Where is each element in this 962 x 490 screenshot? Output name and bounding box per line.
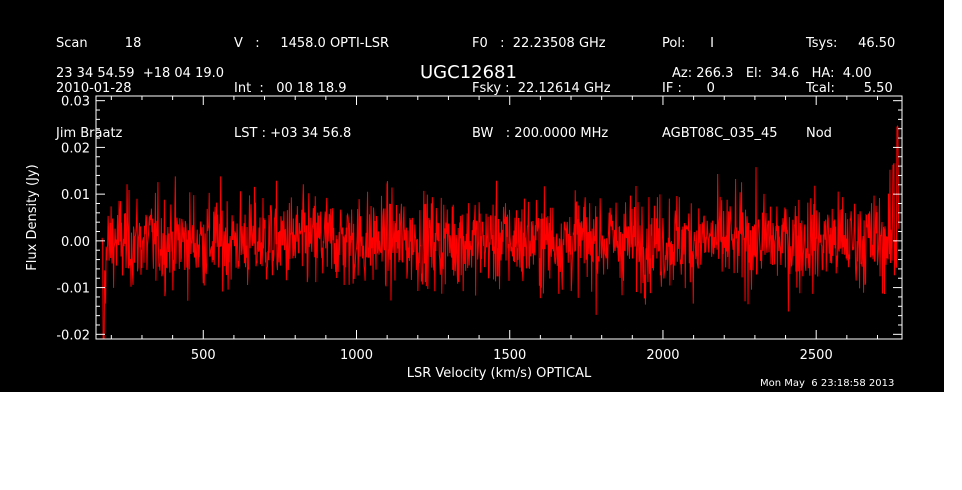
- tsys: Tsys: 46.50: [806, 36, 896, 51]
- header-velocity-info: V : 1458.0 OPTI-LSR Int : 00 18 18.9 LST…: [234, 6, 389, 156]
- rest-frequency: F0 : 22.23508 GHz: [472, 36, 606, 51]
- polarization: Pol: I: [662, 36, 714, 51]
- source-name: UGC12681: [420, 62, 517, 83]
- x-tick-label: 2000: [646, 348, 679, 363]
- lst: LST : +03 34 56.8: [234, 126, 352, 141]
- x-tick-label: 1500: [493, 348, 526, 363]
- obs-date: 2010-01-28: [56, 81, 132, 96]
- header-project-info: Pol: I IF : 0 AGBT08C_035_45: [662, 6, 778, 156]
- proc-type: Nod: [806, 126, 832, 141]
- integration: Int : 00 18 18.9: [234, 81, 347, 96]
- axis-ticks: 500 1000 1500 2000 2500 -0.02 -0.01 0.00 0.01 0.0…: [56, 95, 902, 363]
- header-frequency-info: F0 : 22.23508 GHz Fsky : 22.12614 GHz BW…: [472, 6, 611, 156]
- velocity: V : 1458.0 OPTI-LSR: [234, 36, 390, 51]
- project-id: AGBT08C_035_45: [662, 126, 778, 141]
- y-tick-label: -0.01: [56, 282, 90, 297]
- x-tick-label: 1000: [340, 348, 373, 363]
- x-tick-label: 2500: [800, 348, 833, 363]
- y-tick-label: 0.01: [61, 188, 90, 203]
- if-number: IF : 0: [662, 81, 715, 96]
- y-tick-label: 0.00: [61, 235, 90, 250]
- y-tick-label: 0.02: [61, 141, 90, 156]
- header-system-info: Tsys: 46.50 Tcal: 5.50 Nod: [806, 6, 895, 156]
- bandwidth: BW : 200.0000 MHz: [472, 126, 609, 141]
- scan-number: Scan 18: [56, 36, 142, 51]
- y-tick-label: 0.03: [61, 95, 90, 110]
- plot-timestamp: Mon May 6 23:18:58 2013: [760, 378, 895, 389]
- y-axis-label: Flux Density (Jy): [25, 164, 40, 270]
- sky-frequency: Fsky : 22.12614 GHz: [472, 81, 611, 96]
- plot-frame: [95, 95, 903, 340]
- header-scan-info: Scan 18 2010-01-28 Jim Braatz: [56, 6, 141, 156]
- y-tick-label: -0.02: [56, 328, 90, 343]
- azimuth-elevation: Az: 266.3 El: 34.6 HA: 4.00: [672, 66, 872, 81]
- spectrum-chart: 500 1000 1500 2000 2500 -0.02 -0.01 0.00 0.01 0.0…: [25, 95, 903, 381]
- spectrum-trace-layer: [101, 125, 900, 340]
- observer: Jim Braatz: [56, 126, 123, 141]
- x-axis-label: LSR Velocity (km/s) OPTICAL: [407, 366, 592, 381]
- spectrum-trace: [101, 125, 900, 340]
- x-tick-label: 500: [191, 348, 216, 363]
- tcal: Tcal: 5.50: [806, 81, 893, 96]
- source-coordinates: 23 34 54.59 +18 04 19.0: [56, 66, 225, 81]
